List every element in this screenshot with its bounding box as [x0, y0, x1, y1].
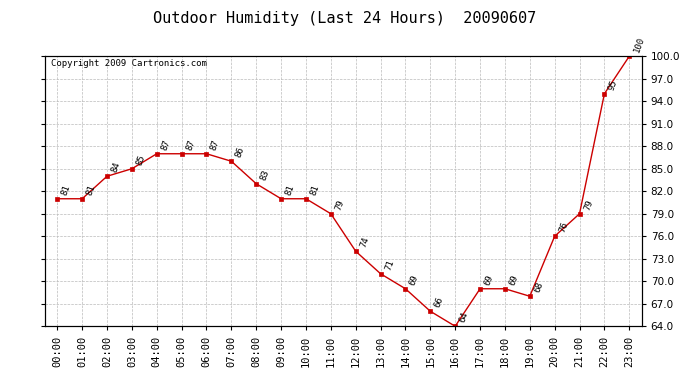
Text: 86: 86: [234, 146, 246, 159]
Text: Copyright 2009 Cartronics.com: Copyright 2009 Cartronics.com: [51, 59, 207, 68]
Text: 81: 81: [284, 183, 296, 196]
Text: 100: 100: [632, 36, 646, 54]
Text: 64: 64: [458, 311, 470, 324]
Text: 87: 87: [209, 138, 221, 152]
Text: 69: 69: [483, 273, 495, 286]
Text: 85: 85: [135, 153, 147, 166]
Text: 69: 69: [508, 273, 520, 286]
Text: 68: 68: [533, 281, 544, 294]
Text: 87: 87: [159, 138, 172, 152]
Text: 83: 83: [259, 168, 271, 182]
Text: 71: 71: [384, 258, 395, 272]
Text: 66: 66: [433, 296, 445, 309]
Text: Outdoor Humidity (Last 24 Hours)  20090607: Outdoor Humidity (Last 24 Hours) 2009060…: [153, 11, 537, 26]
Text: 69: 69: [408, 273, 420, 286]
Text: 81: 81: [308, 183, 321, 196]
Text: 76: 76: [558, 221, 569, 234]
Text: 84: 84: [110, 161, 122, 174]
Text: 87: 87: [184, 138, 197, 152]
Text: 79: 79: [334, 198, 346, 211]
Text: 79: 79: [582, 198, 595, 211]
Text: 81: 81: [60, 183, 72, 196]
Text: 74: 74: [359, 236, 371, 249]
Text: 81: 81: [85, 183, 97, 196]
Text: 95: 95: [607, 78, 620, 92]
